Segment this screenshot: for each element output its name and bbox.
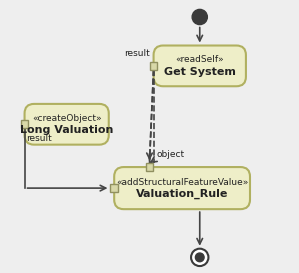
FancyBboxPatch shape <box>114 167 250 209</box>
Text: «readSelf»: «readSelf» <box>176 55 224 64</box>
Circle shape <box>191 249 208 266</box>
Text: result: result <box>26 134 52 143</box>
Circle shape <box>192 9 207 25</box>
Text: Valuation_Rule: Valuation_Rule <box>136 189 228 199</box>
Text: Get System: Get System <box>164 67 236 77</box>
Circle shape <box>196 253 204 262</box>
Text: object: object <box>156 150 184 159</box>
Text: «createObject»: «createObject» <box>32 114 101 123</box>
Bar <box>146 163 153 171</box>
Text: result: result <box>124 49 150 58</box>
FancyBboxPatch shape <box>154 46 246 86</box>
Text: «addStructuralFeatureValue»: «addStructuralFeatureValue» <box>116 178 248 187</box>
Bar <box>21 120 28 128</box>
Text: Long Valuation: Long Valuation <box>20 125 113 135</box>
Bar <box>110 184 118 192</box>
FancyBboxPatch shape <box>25 104 109 145</box>
Bar <box>150 62 157 70</box>
